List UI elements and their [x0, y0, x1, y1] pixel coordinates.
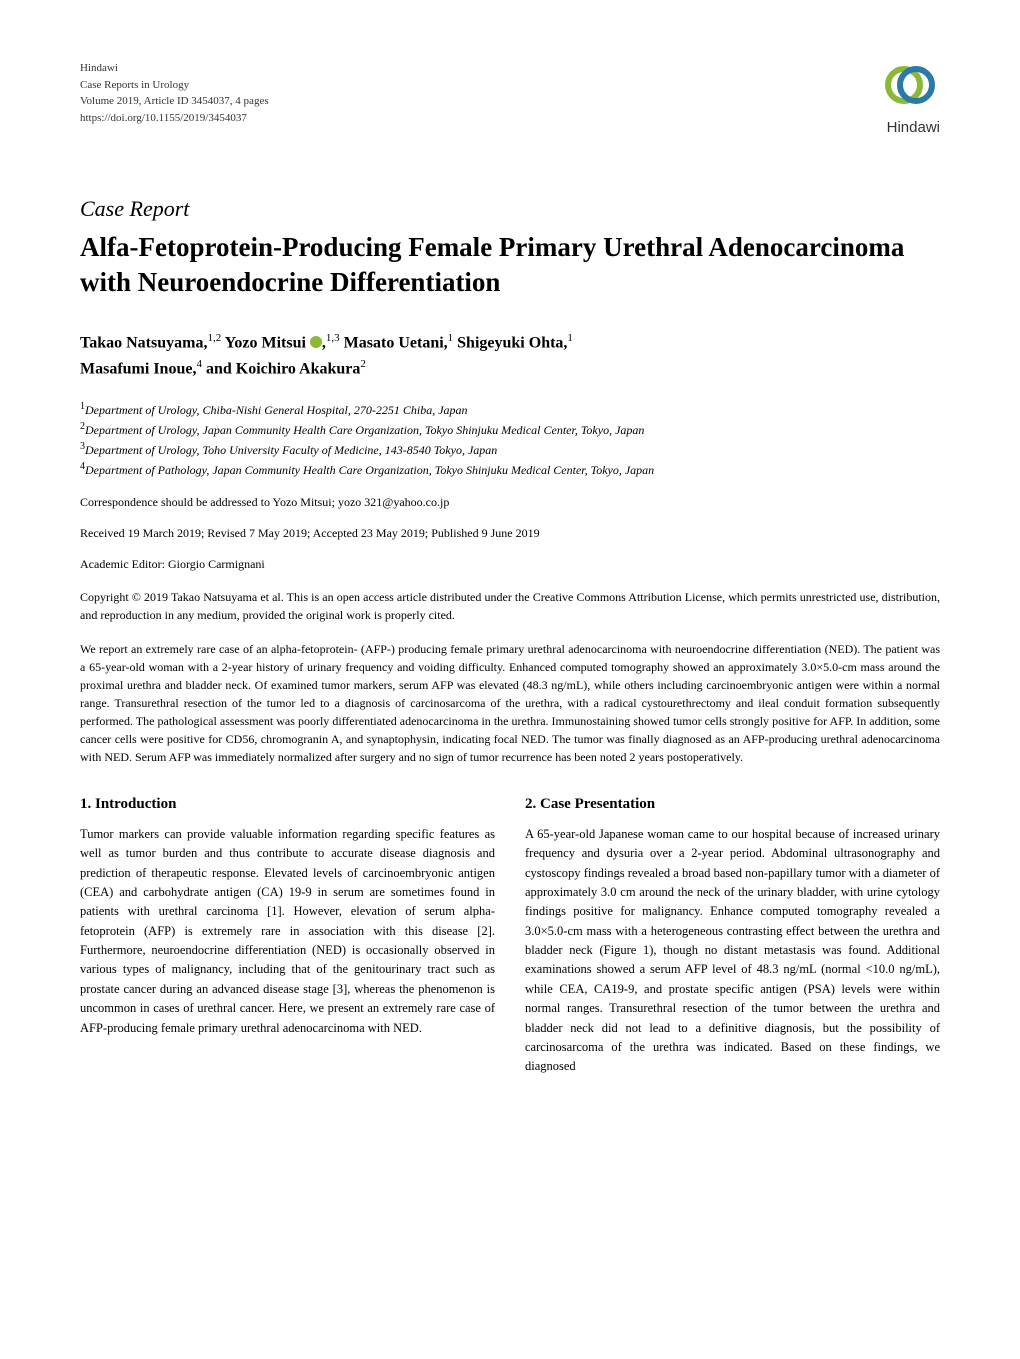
right-column: 2. Case Presentation A 65-year-old Japan…: [525, 796, 940, 1077]
affiliation-2: 2Department of Urology, Japan Community …: [80, 419, 940, 439]
correspondence-line: Correspondence should be addressed to Yo…: [80, 495, 940, 510]
affiliation-4: 4Department of Pathology, Japan Communit…: [80, 459, 940, 479]
author-2: Yozo Mitsui: [225, 335, 306, 352]
publisher-name: Hindawi: [80, 60, 269, 77]
author-4: Shigeyuki Ohta,: [457, 335, 567, 352]
authors-block: Takao Natsuyama,1,2 Yozo Mitsui ,1,3 Mas…: [80, 330, 940, 381]
article-type: Case Report: [80, 196, 940, 222]
copyright-notice: Copyright © 2019 Takao Natsuyama et al. …: [80, 588, 940, 624]
dates-line: Received 19 March 2019; Revised 7 May 20…: [80, 526, 940, 541]
article-title: Alfa-Fetoprotein-Producing Female Primar…: [80, 230, 940, 300]
orcid-icon[interactable]: [310, 336, 322, 348]
journal-name: Case Reports in Urology: [80, 77, 269, 94]
case-presentation-text: A 65-year-old Japanese woman came to our…: [525, 825, 940, 1077]
academic-editor: Academic Editor: Giorgio Carmignani: [80, 557, 940, 572]
journal-info: Hindawi Case Reports in Urology Volume 2…: [80, 60, 269, 126]
author-2-sup: 1,3: [326, 332, 340, 344]
author-1-sup: 1,2: [207, 332, 221, 344]
author-4-sup: 1: [567, 332, 573, 344]
affiliation-3: 3Department of Urology, Toho University …: [80, 439, 940, 459]
left-column: 1. Introduction Tumor markers can provid…: [80, 796, 495, 1077]
header-row: Hindawi Case Reports in Urology Volume 2…: [80, 60, 940, 136]
publisher-logo: Hindawi: [880, 60, 940, 136]
doi-link[interactable]: https://doi.org/10.1155/2019/3454037: [80, 110, 269, 127]
publisher-logo-text: Hindawi: [880, 119, 940, 136]
author-1: Takao Natsuyama,: [80, 335, 207, 352]
author-5-sup: 4: [196, 358, 202, 370]
author-3-sup: 1: [448, 332, 454, 344]
introduction-heading: 1. Introduction: [80, 796, 495, 813]
two-column-body: 1. Introduction Tumor markers can provid…: [80, 796, 940, 1077]
introduction-text: Tumor markers can provide valuable infor…: [80, 825, 495, 1038]
abstract-text: We report an extremely rare case of an a…: [80, 640, 940, 766]
hindawi-logo-icon: [880, 60, 940, 110]
volume-line: Volume 2019, Article ID 3454037, 4 pages: [80, 93, 269, 110]
affiliation-1: 1Department of Urology, Chiba-Nishi Gene…: [80, 399, 940, 419]
affiliations-block: 1Department of Urology, Chiba-Nishi Gene…: [80, 399, 940, 479]
author-6: and Koichiro Akakura: [206, 360, 360, 377]
author-5: Masafumi Inoue,: [80, 360, 196, 377]
author-3: Masato Uetani,: [344, 335, 448, 352]
author-6-sup: 2: [360, 358, 366, 370]
case-presentation-heading: 2. Case Presentation: [525, 796, 940, 813]
